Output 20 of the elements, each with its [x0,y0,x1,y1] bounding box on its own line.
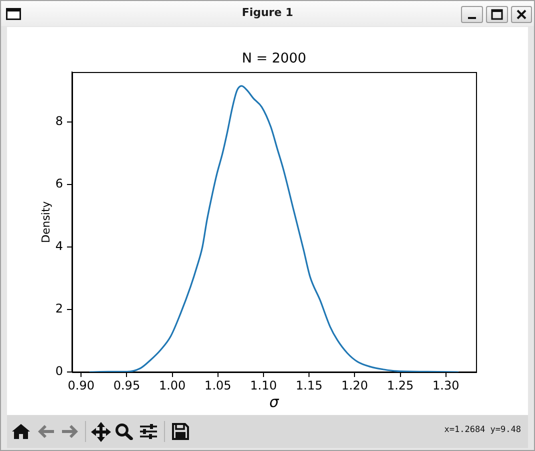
x-axis-title: σ [269,392,280,411]
y-tick-label: 8 [55,114,63,128]
x-tick-label: 1.10 [250,378,277,392]
text: x=1.2684 y=9.48 [444,424,521,436]
x-tick-label: 1.20 [341,378,368,392]
x-tick-label: 0.90 [68,378,94,392]
y-tick-label: 2 [55,302,63,316]
x-tick-label: 1.00 [158,378,186,392]
x-tick-label: 1.30 [432,378,460,392]
x-tick-label: 1.25 [386,378,414,392]
y-axis-title: Density [39,200,52,244]
y-tick-label: 4 [55,239,63,254]
x-tick-label: 1.05 [204,378,232,392]
x-tick-label: 0.95 [113,378,140,392]
chart-title: N = 2000 [242,50,306,67]
line-series [89,85,459,372]
y-tick-label: 0 [55,364,63,378]
caption: Figure 1 [240,5,294,21]
y-tick-label: 6 [55,176,63,191]
x-tick-label: 1.15 [296,378,322,392]
